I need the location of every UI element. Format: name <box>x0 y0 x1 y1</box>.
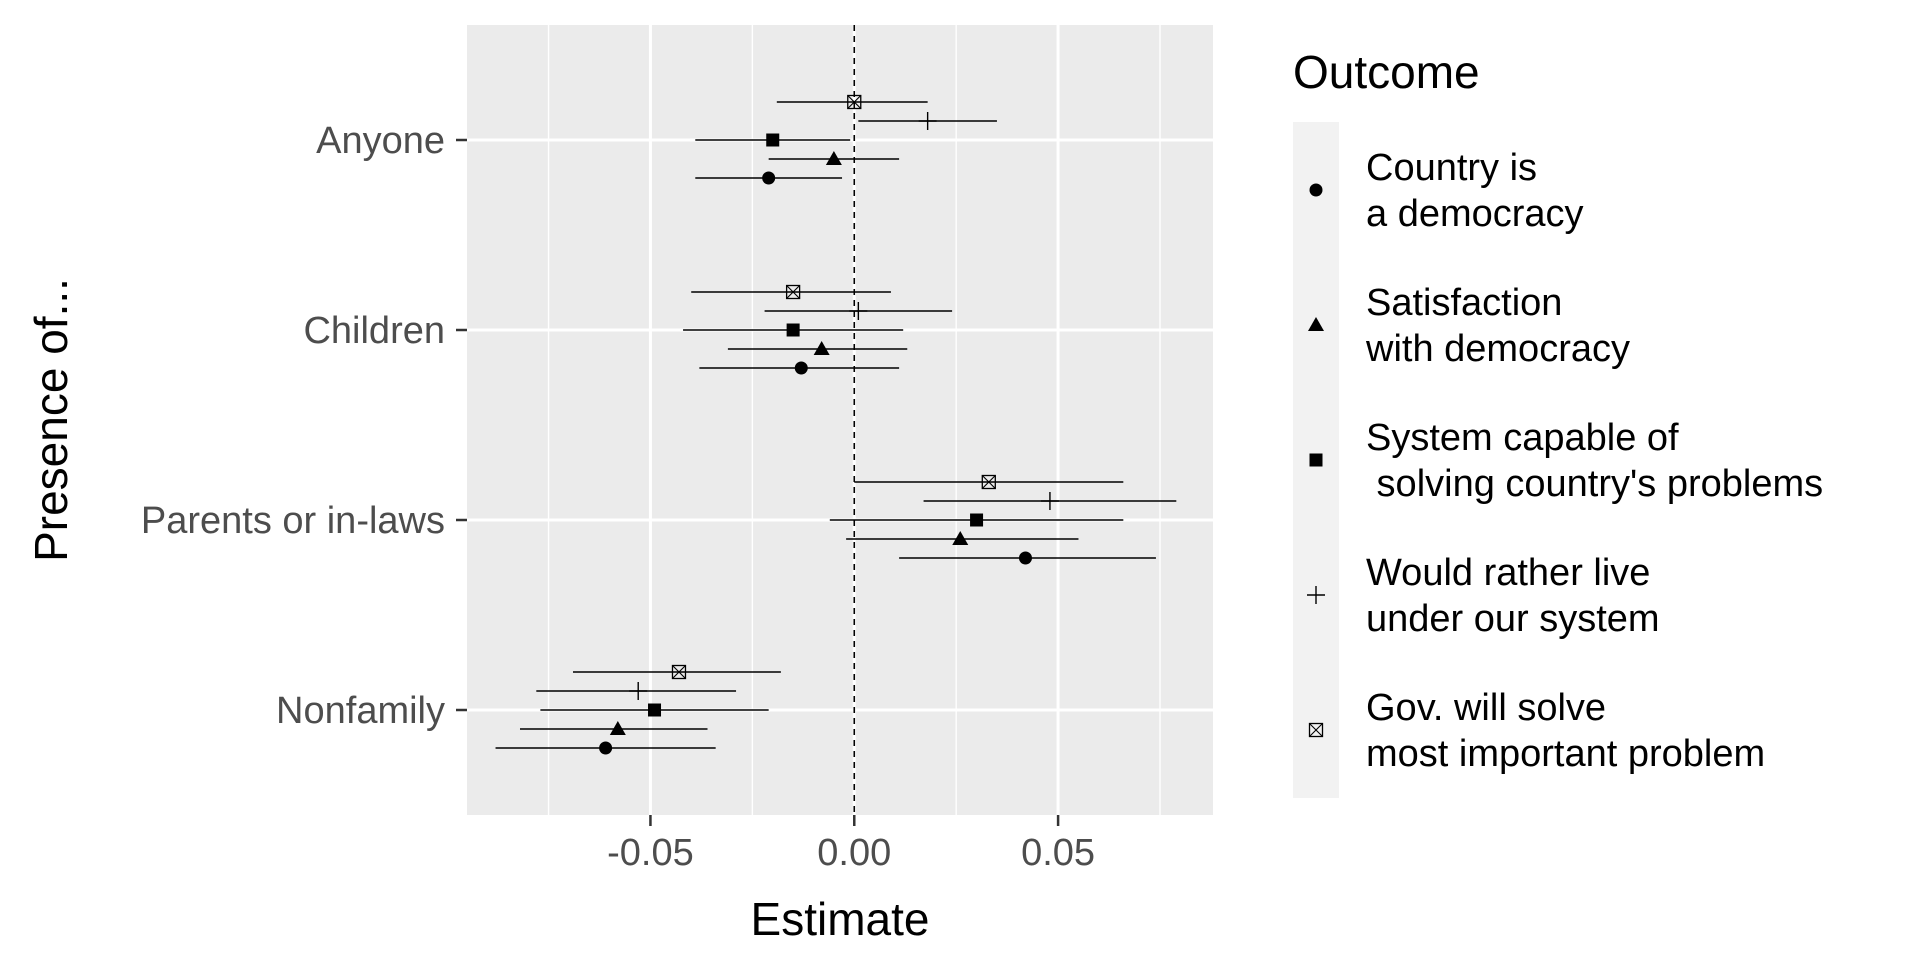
x-axis-title: Estimate <box>751 893 930 945</box>
plot-panel <box>467 25 1213 815</box>
cross-2 <box>786 285 801 299</box>
y-tick-label-children: Children <box>303 310 445 352</box>
panel-background <box>467 25 1213 815</box>
point-children <box>785 284 801 300</box>
x-tick-label: 0.00 <box>817 832 891 874</box>
y-tick-label-anyone: Anyone <box>316 120 445 162</box>
point-nonfamily <box>648 703 662 717</box>
x-tick-label: -0.05 <box>607 832 694 874</box>
point-parents-or-in-laws <box>981 474 996 490</box>
point-nonfamily <box>629 682 648 700</box>
data-marks <box>495 94 1177 755</box>
legend-label-country-is-a-democracy: Country is a democracy <box>1366 147 1584 235</box>
point-nonfamily <box>609 721 626 735</box>
point-anyone <box>918 112 937 130</box>
legend-label-line: Country is <box>1366 147 1537 189</box>
point-children <box>813 341 830 355</box>
series-would-rather-live-under-our-system <box>536 112 1177 700</box>
legend-label-line: with democracy <box>1365 328 1630 370</box>
legend-key-would-rather-live-under-our-system <box>1307 586 1325 604</box>
series-country-is-a-democracy <box>495 171 1156 755</box>
box <box>981 474 996 490</box>
legend-label-line: under our system <box>1366 598 1660 640</box>
cross-2 <box>672 665 686 679</box>
point-nonfamily <box>671 664 687 680</box>
legend-label-line: Would rather live <box>1366 552 1650 594</box>
point-anyone <box>762 171 776 185</box>
axes: Anyone Children Parents or in-laws Nonfamil… <box>141 120 1095 874</box>
legend: Outcome Country is a democracy Satisfactio… <box>1293 46 1823 798</box>
cross-2 <box>847 95 862 109</box>
cross-2 <box>1309 723 1323 737</box>
point-parents-or-in-laws <box>1018 551 1032 565</box>
box <box>847 94 862 110</box>
y-tick-label-nonfamily: Nonfamily <box>276 690 445 732</box>
legend-label-system-capable-of-solving-country-s-problems: System capable of solving country's prob… <box>1366 417 1823 505</box>
legend-label-line: Satisfaction <box>1366 282 1562 324</box>
point-parents-or-in-laws <box>1040 492 1059 510</box>
point-anyone <box>847 94 862 110</box>
legend-label-line: a democracy <box>1366 193 1584 235</box>
x-tick-label: 0.05 <box>1021 832 1095 874</box>
legend-label-gov-will-solve-most-important-problem: Gov. will solve most important problem <box>1366 687 1765 775</box>
point-parents-or-in-laws <box>952 531 969 545</box>
series-gov-will-solve-most-important-problem <box>572 94 1124 680</box>
point-anyone <box>825 151 842 165</box>
legend-key-country-is-a-democracy <box>1309 183 1323 197</box>
box <box>785 284 801 300</box>
legend-label-line: System capable of <box>1366 417 1679 459</box>
box <box>1308 722 1324 738</box>
y-axis-title: Presence of... <box>25 278 77 562</box>
point-parents-or-in-laws <box>970 513 984 527</box>
cross-2 <box>981 475 996 489</box>
legend-key-satisfaction-with-democracy <box>1308 317 1324 331</box>
point-children <box>849 302 868 320</box>
legend-label-would-rather-live-under-our-system: Would rather live under our system <box>1366 552 1660 640</box>
legend-title: Outcome <box>1293 46 1480 98</box>
legend-label-line: solving country's problems <box>1366 463 1823 505</box>
point-anyone <box>766 133 780 147</box>
legend-label-line: most important problem <box>1366 733 1765 775</box>
legend-label-satisfaction-with-democracy: Satisfaction with democracy <box>1365 282 1630 370</box>
y-tick-label-parents-or-in-laws: Parents or in-laws <box>141 500 445 542</box>
point-nonfamily <box>599 741 613 755</box>
legend-key-system-capable-of-solving-country-s-problems <box>1309 453 1323 467</box>
box <box>671 664 687 680</box>
legend-label-line: Gov. will solve <box>1366 687 1606 729</box>
series-satisfaction-with-democracy <box>519 151 1079 735</box>
point-children <box>786 323 800 337</box>
point-children <box>794 361 808 375</box>
series-system-capable-of-solving-country-s-problems <box>540 133 1124 717</box>
legend-key-gov-will-solve-most-important-problem <box>1308 722 1324 738</box>
